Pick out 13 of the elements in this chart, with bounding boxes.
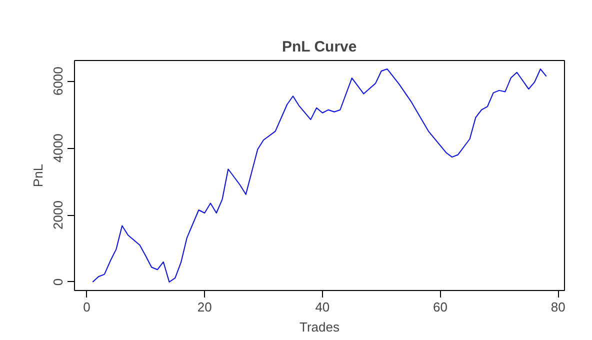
x-tick-label: 0 [83, 300, 90, 314]
x-tick-label: 20 [197, 300, 212, 314]
line-series [92, 68, 547, 282]
chart-title: PnL Curve [282, 38, 357, 56]
y-axis-title: PnL [30, 164, 46, 188]
y-tick-label: 6000 [50, 66, 66, 96]
x-tick-label: 60 [433, 300, 448, 314]
x-tick-label: 80 [550, 300, 566, 314]
x-axis-title: Trades [300, 320, 340, 334]
x-tick-label: 40 [315, 300, 330, 314]
y-tick-label: 2000 [50, 200, 66, 230]
y-tick-label: 0 [50, 278, 66, 286]
y-tick-label: 4000 [50, 134, 66, 162]
